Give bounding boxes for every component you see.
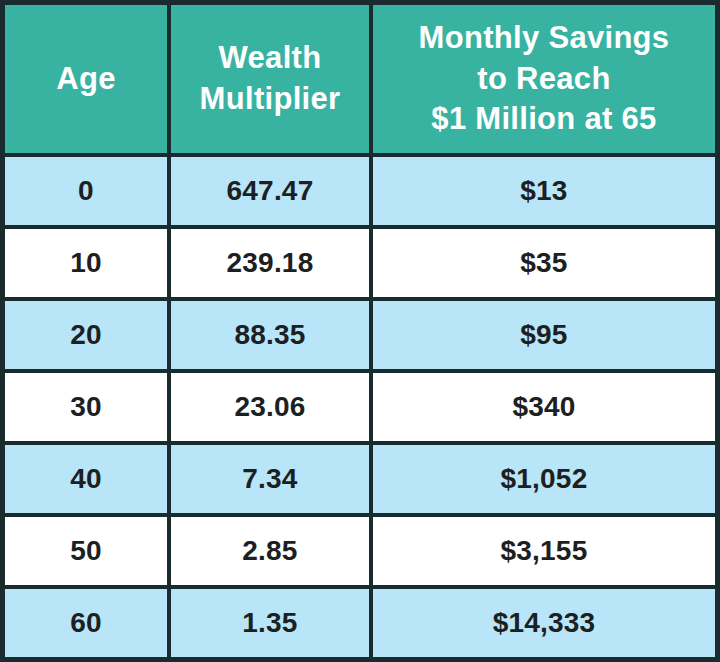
table-cell-age: 60 (5, 589, 167, 657)
table-cell-age: 30 (5, 373, 167, 441)
table-cell-savings: $3,155 (373, 517, 715, 585)
table-cell-multiplier: 2.85 (171, 517, 369, 585)
table-cell-savings: $340 (373, 373, 715, 441)
table-cell-multiplier: 647.47 (171, 157, 369, 225)
table-cell-age: 10 (5, 229, 167, 297)
header-cell-monthly-savings: Monthly Savings to Reach $1 Million at 6… (373, 5, 715, 153)
table-cell-savings: $1,052 (373, 445, 715, 513)
table-cell-savings: $14,333 (373, 589, 715, 657)
table-cell-multiplier: 7.34 (171, 445, 369, 513)
table-cell-savings: $13 (373, 157, 715, 225)
table-cell-age: 40 (5, 445, 167, 513)
table-cell-age: 50 (5, 517, 167, 585)
table-cell-age: 20 (5, 301, 167, 369)
header-cell-wealth-multiplier: Wealth Multiplier (171, 5, 369, 153)
table-cell-savings: $95 (373, 301, 715, 369)
table-cell-multiplier: 239.18 (171, 229, 369, 297)
table-cell-savings: $35 (373, 229, 715, 297)
wealth-multiplier-table: Age Wealth Multiplier Monthly Savings to… (0, 0, 720, 662)
header-cell-age: Age (5, 5, 167, 153)
table-cell-age: 0 (5, 157, 167, 225)
table-cell-multiplier: 23.06 (171, 373, 369, 441)
table-cell-multiplier: 1.35 (171, 589, 369, 657)
table-cell-multiplier: 88.35 (171, 301, 369, 369)
